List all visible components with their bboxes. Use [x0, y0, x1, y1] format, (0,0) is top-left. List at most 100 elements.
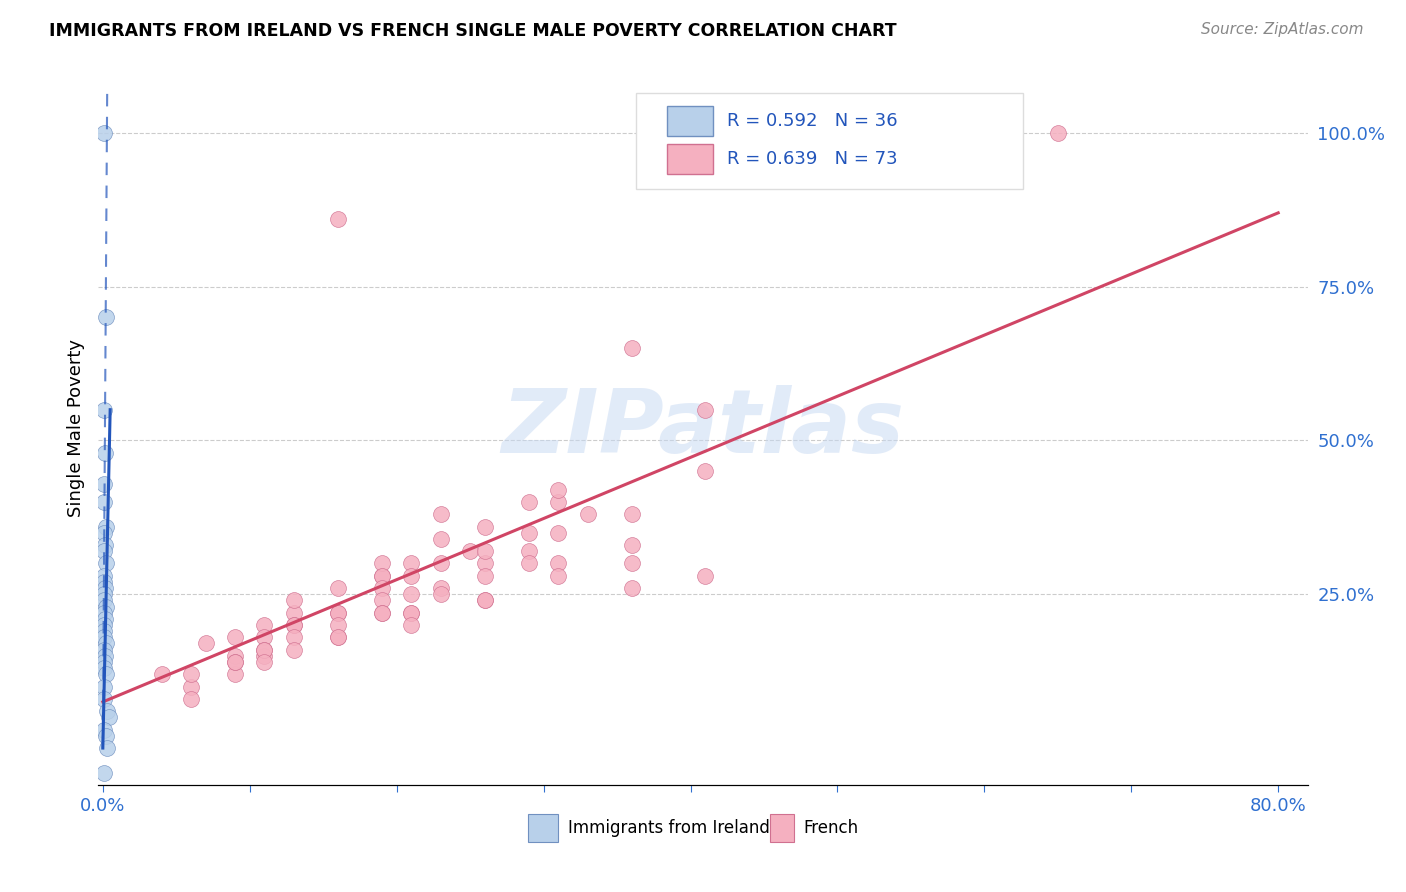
Point [547, 525, 569, 540]
Point [401, 606, 423, 620]
Point [93, 593, 115, 607]
Point [695, 402, 717, 417]
Point [474, 519, 496, 533]
Point [93, 476, 115, 491]
Point [93, 126, 115, 140]
Point [474, 557, 496, 571]
Point [326, 618, 349, 632]
Point [94, 581, 117, 595]
Bar [666, 144, 713, 174]
Point [93, 691, 115, 706]
Point [371, 581, 394, 595]
Point [94, 612, 117, 626]
Point [94, 519, 117, 533]
Point [94, 446, 117, 460]
Point [371, 569, 394, 583]
Point [517, 557, 540, 571]
Point [194, 636, 217, 650]
Point [547, 557, 569, 571]
Point [401, 587, 423, 601]
Text: R = 0.639   N = 73: R = 0.639 N = 73 [727, 150, 898, 168]
Point [620, 508, 643, 522]
Point [326, 606, 349, 620]
Point [94, 648, 117, 663]
Point [620, 538, 643, 552]
Point [517, 525, 540, 540]
Point [371, 606, 394, 620]
Point [326, 212, 349, 227]
Point [253, 642, 276, 657]
Point [96, 704, 118, 718]
Point [93, 544, 115, 558]
Point [620, 557, 643, 571]
Point [371, 606, 394, 620]
Point [253, 630, 276, 644]
Point [93, 495, 115, 509]
Point [429, 532, 451, 546]
Point [429, 508, 451, 522]
Point [94, 310, 117, 325]
Point [429, 581, 451, 595]
Point [371, 569, 394, 583]
Point [517, 544, 540, 558]
Point [576, 508, 599, 522]
Point [93, 765, 115, 780]
Point [93, 661, 115, 675]
Point [458, 544, 481, 558]
Point [401, 569, 423, 583]
Point [620, 341, 643, 355]
Point [371, 593, 394, 607]
Point [517, 495, 540, 509]
Point [283, 642, 305, 657]
Point [1046, 126, 1069, 140]
Text: IMMIGRANTS FROM IRELAND VS FRENCH SINGLE MALE POVERTY CORRELATION CHART: IMMIGRANTS FROM IRELAND VS FRENCH SINGLE… [49, 22, 897, 40]
Point [93, 642, 115, 657]
Point [97, 710, 120, 724]
Point [94, 599, 117, 614]
Point [283, 606, 305, 620]
Point [253, 642, 276, 657]
Point [94, 729, 117, 743]
Point [326, 606, 349, 620]
Text: Immigrants from Ireland: Immigrants from Ireland [568, 819, 769, 837]
Point [93, 574, 115, 589]
Point [283, 618, 305, 632]
Point [93, 630, 115, 644]
Point [253, 618, 276, 632]
Point [401, 606, 423, 620]
Point [401, 618, 423, 632]
Point [180, 691, 202, 706]
Bar [527, 814, 558, 842]
Point [474, 593, 496, 607]
Point [93, 618, 115, 632]
Point [93, 525, 115, 540]
Point [93, 569, 115, 583]
Point [224, 648, 246, 663]
Y-axis label: Single Male Poverty: Single Male Poverty [66, 339, 84, 517]
Text: Source: ZipAtlas.com: Source: ZipAtlas.com [1201, 22, 1364, 37]
Point [150, 667, 173, 681]
Point [695, 464, 717, 478]
Point [96, 741, 118, 756]
Text: ZIPatlas: ZIPatlas [502, 384, 904, 472]
Point [94, 557, 117, 571]
Point [283, 593, 305, 607]
Bar [769, 814, 794, 842]
Point [94, 636, 117, 650]
Point [93, 606, 115, 620]
FancyBboxPatch shape [637, 93, 1024, 189]
Point [224, 655, 246, 669]
Point [93, 624, 115, 639]
Text: R = 0.592   N = 36: R = 0.592 N = 36 [727, 112, 898, 130]
Point [326, 630, 349, 644]
Point [253, 648, 276, 663]
Point [93, 655, 115, 669]
Point [326, 581, 349, 595]
Point [547, 495, 569, 509]
Point [180, 680, 202, 694]
Point [474, 569, 496, 583]
Point [93, 402, 115, 417]
Point [695, 569, 717, 583]
Point [94, 667, 117, 681]
Point [224, 630, 246, 644]
